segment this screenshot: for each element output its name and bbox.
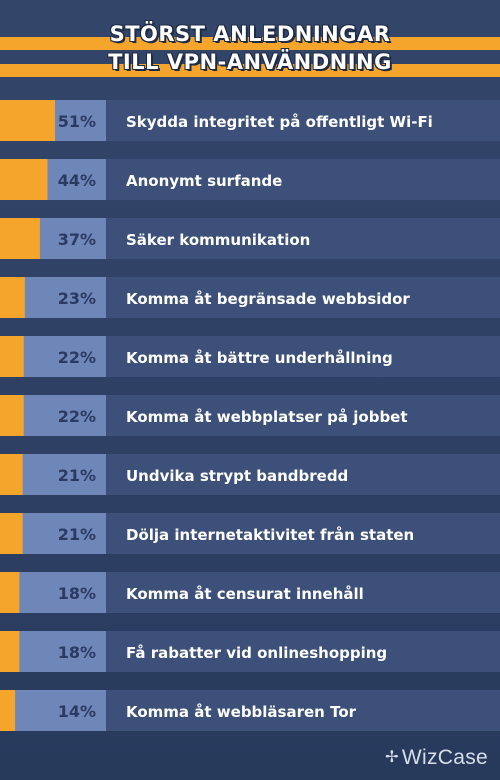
category-label: Komma åt bättre underhållning [126, 349, 393, 367]
category-label: Dölja internetaktivitet från staten [126, 526, 414, 544]
chart-title-line-2: TILL VPN-ANVÄNDNING [108, 50, 392, 74]
bar-row: 21% Undvika strypt bandbredd [0, 454, 500, 495]
bar [0, 100, 55, 141]
data-label: 21% [58, 525, 96, 544]
bar [0, 218, 40, 259]
chart-title-line-1: STÖRST ANLEDNINGAR [109, 22, 391, 46]
bar-row: 14% Komma åt webbläsaren Tor [0, 690, 500, 731]
data-label: 44% [58, 171, 96, 190]
title-band-bottom [0, 64, 500, 77]
bar-row: 21% Dölja internetaktivitet från staten [0, 513, 500, 554]
category-label: Komma åt webbplatser på jobbet [126, 408, 408, 426]
category-label: Säker kommunikation [126, 231, 310, 249]
bar [0, 159, 48, 200]
brand-name: WizCase [401, 746, 488, 769]
category-label: Komma åt webbläsaren Tor [126, 703, 357, 721]
bar-row: 51% Skydda integritet på offentligt Wi-Fi [0, 100, 500, 141]
brand-logo: ✢ WizCase [385, 746, 488, 770]
sparkle-icon: ✢ [385, 749, 399, 766]
bar-row: 37% Säker kommunikation [0, 218, 500, 259]
bar-row: 23% Komma åt begränsade webbsidor [0, 277, 500, 318]
category-label: Komma åt begränsade webbsidor [126, 290, 410, 308]
bar [0, 454, 23, 495]
category-label: Undvika strypt bandbredd [126, 467, 348, 485]
data-label: 18% [58, 584, 96, 603]
bar [0, 690, 16, 731]
bar-row: 18% Få rabatter vid onlineshopping [0, 631, 500, 672]
category-label: Få rabatter vid onlineshopping [126, 644, 387, 662]
value-box [0, 690, 106, 731]
category-label: Komma åt censurat innehåll [126, 585, 364, 603]
data-label: 22% [58, 348, 96, 367]
bar [0, 572, 20, 613]
category-label: Skydda integritet på offentligt Wi-Fi [126, 113, 433, 131]
bar [0, 631, 20, 672]
bar [0, 277, 25, 318]
data-label: 14% [58, 702, 96, 721]
data-label: 18% [58, 643, 96, 662]
bar [0, 395, 24, 436]
title-band-top [0, 37, 500, 50]
bar [0, 336, 24, 377]
bar-row: 22% Komma åt bättre underhållning [0, 336, 500, 377]
data-label: 51% [58, 112, 96, 131]
category-label: Anonymt surfande [126, 172, 282, 190]
data-label: 22% [58, 407, 96, 426]
bar-row: 18% Komma åt censurat innehåll [0, 572, 500, 613]
data-label: 37% [58, 230, 96, 249]
bar-row: 22% Komma åt webbplatser på jobbet [0, 395, 500, 436]
bar-row: 44% Anonymt surfande [0, 159, 500, 200]
data-label: 23% [58, 289, 96, 308]
bar [0, 513, 23, 554]
data-label: 21% [58, 466, 96, 485]
